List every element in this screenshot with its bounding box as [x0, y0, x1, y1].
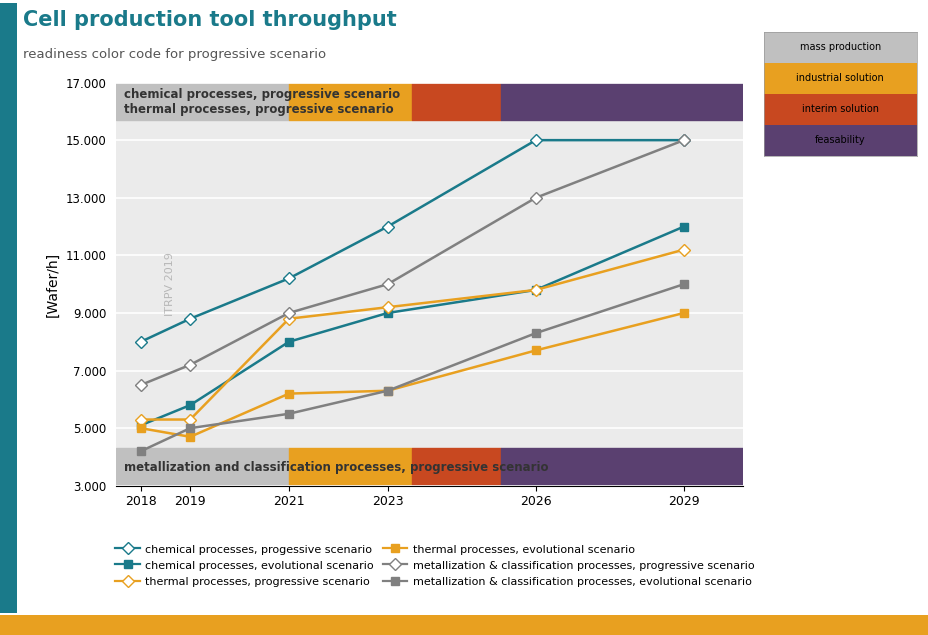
Text: readiness color code for progressive scenario: readiness color code for progressive sce… [23, 48, 326, 60]
Bar [501, 83, 742, 120]
Bar [116, 448, 289, 486]
Bar [412, 448, 501, 486]
Bar [289, 448, 412, 486]
Text: feasability: feasability [814, 135, 865, 145]
Text: chemical processes, progressive scenario: chemical processes, progressive scenario [123, 88, 399, 100]
Legend: chemical processes, progessive scenario, chemical processes, evolutional scenari: chemical processes, progessive scenario,… [115, 544, 754, 587]
Bar [501, 448, 742, 486]
Y-axis label: [Wafer/h]: [Wafer/h] [45, 251, 60, 317]
Text: thermal processes, progressive scenario: thermal processes, progressive scenario [123, 104, 393, 116]
Text: industrial solution: industrial solution [795, 73, 883, 83]
Text: interim solution: interim solution [801, 104, 878, 114]
Bar [763, 32, 916, 63]
Bar [763, 94, 916, 124]
Bar [412, 83, 501, 120]
Text: mass production: mass production [799, 43, 880, 52]
Text: Cell production tool throughput: Cell production tool throughput [23, 10, 396, 29]
Text: metallization and classification processes, progressive scenario: metallization and classification process… [123, 462, 548, 474]
Text: ITRPV 2019: ITRPV 2019 [165, 252, 175, 316]
Bar [763, 124, 916, 156]
Bar [289, 83, 412, 120]
Bar [763, 63, 916, 94]
Bar [116, 83, 289, 120]
